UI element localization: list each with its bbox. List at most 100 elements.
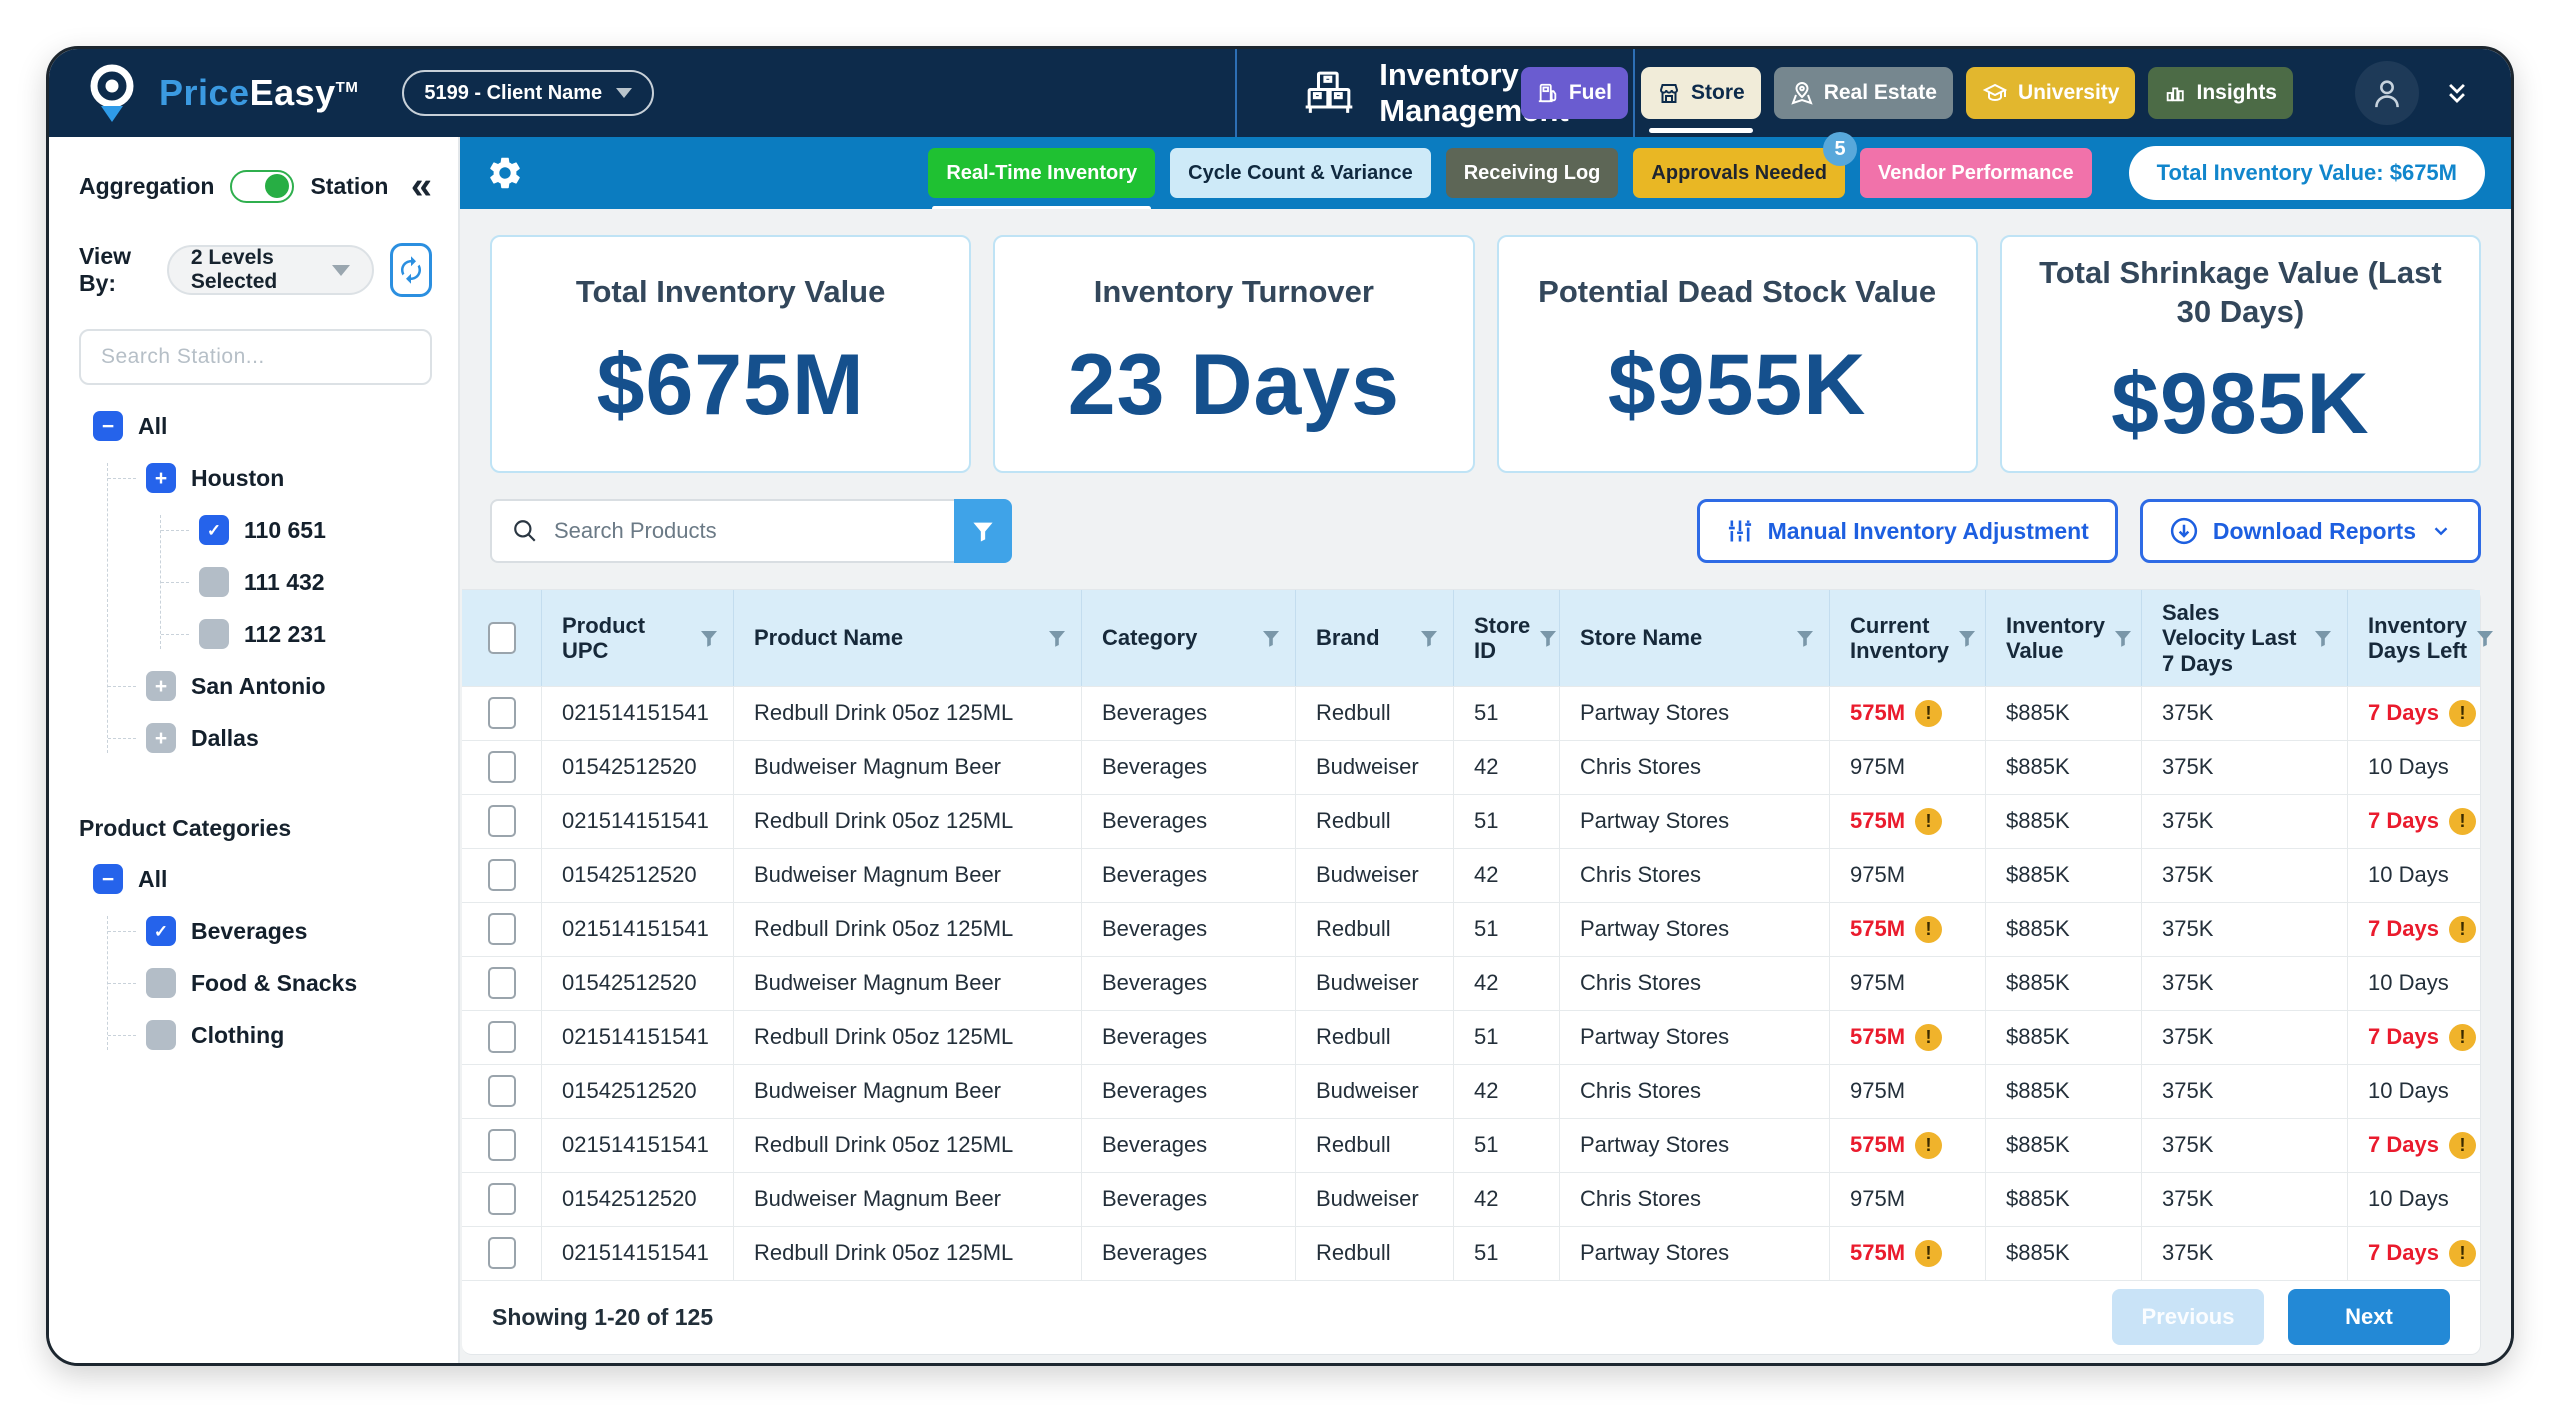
row-checkbox[interactable] bbox=[487, 751, 516, 784]
product-upc-cell: 01542512520 bbox=[542, 955, 734, 1010]
collapse-node-icon[interactable]: − bbox=[93, 411, 123, 441]
filter-icon[interactable] bbox=[1795, 628, 1815, 648]
tree-node-dallas[interactable]: + Dallas bbox=[108, 723, 432, 753]
module-store-button[interactable]: Store bbox=[1641, 67, 1761, 133]
checkbox-unchecked-icon[interactable] bbox=[199, 619, 229, 649]
module-label: Store bbox=[1691, 81, 1745, 104]
checkbox-unchecked-icon[interactable] bbox=[199, 567, 229, 597]
kpi-title: Total Shrinkage Value (Last 30 Days) bbox=[2039, 254, 2442, 329]
station-search-input[interactable] bbox=[79, 329, 432, 385]
checkbox-unchecked-icon[interactable] bbox=[146, 968, 176, 998]
checkbox-unchecked-icon[interactable] bbox=[146, 1020, 176, 1050]
collapse-node-icon[interactable]: − bbox=[93, 864, 123, 894]
filter-icon[interactable] bbox=[2113, 628, 2133, 648]
module-university-button[interactable]: University bbox=[1965, 67, 2136, 119]
row-checkbox[interactable] bbox=[487, 1075, 516, 1108]
filter-icon[interactable] bbox=[699, 628, 719, 648]
warning-icon: ! bbox=[1915, 1023, 1943, 1051]
next-page-button[interactable]: Next bbox=[2288, 1289, 2450, 1346]
download-reports-button[interactable]: Download Reports bbox=[2139, 499, 2481, 563]
brand-cell: Redbull bbox=[1296, 901, 1454, 956]
warning-icon: ! bbox=[1915, 915, 1943, 943]
tab-vendor-performance[interactable]: Vendor Performance bbox=[1860, 148, 2092, 198]
filter-icon[interactable] bbox=[1957, 628, 1977, 648]
filter-button[interactable] bbox=[954, 499, 1012, 563]
tree-node-all-stations[interactable]: − All bbox=[93, 411, 432, 441]
settings-button[interactable] bbox=[486, 154, 524, 192]
tab-cycle-count-variance[interactable]: Cycle Count & Variance bbox=[1170, 148, 1431, 198]
filter-icon[interactable] bbox=[1419, 628, 1439, 648]
previous-page-button[interactable]: Previous bbox=[2112, 1289, 2264, 1346]
tab-real-time-inventory[interactable]: Real-Time Inventory bbox=[928, 148, 1156, 211]
filter-icon[interactable] bbox=[2313, 628, 2333, 648]
aggregation-toggle[interactable] bbox=[230, 169, 295, 203]
row-checkbox[interactable] bbox=[487, 1021, 516, 1054]
tree-node-station[interactable]: ✓ 110 651 bbox=[161, 515, 432, 545]
filter-icon[interactable] bbox=[2475, 628, 2495, 648]
funnel-icon bbox=[971, 519, 995, 543]
module-insights-button[interactable]: Insights bbox=[2148, 67, 2293, 119]
store-id-cell: 51 bbox=[1454, 793, 1560, 848]
tab-receiving-log[interactable]: Receiving Log bbox=[1445, 148, 1619, 198]
search-products-input[interactable] bbox=[554, 518, 934, 544]
current-inventory-cell: 975M bbox=[1830, 1171, 1986, 1226]
brand-cell: Budweiser bbox=[1296, 1063, 1454, 1118]
row-checkbox[interactable] bbox=[487, 805, 516, 838]
product-name-cell: Redbull Drink 05oz 125ML bbox=[734, 901, 1082, 956]
filter-icon[interactable] bbox=[1047, 628, 1067, 648]
module-fuel-button[interactable]: Fuel bbox=[1520, 67, 1629, 119]
store-id-cell: 42 bbox=[1454, 1063, 1560, 1118]
table-row: 021514151541 Redbull Drink 05oz 125ML Be… bbox=[462, 1225, 2480, 1280]
row-checkbox[interactable] bbox=[487, 1183, 516, 1216]
sales-velocity-cell: 375K bbox=[2142, 793, 2348, 848]
row-checkbox[interactable] bbox=[487, 859, 516, 892]
kpi-title: Potential Dead Stock Value bbox=[1538, 274, 1937, 310]
tree-node-houston[interactable]: + Houston bbox=[108, 463, 432, 493]
tree-node-food-snacks[interactable]: Food & Snacks bbox=[108, 968, 432, 998]
tree-label: Houston bbox=[191, 464, 285, 491]
row-checkbox[interactable] bbox=[487, 1129, 516, 1162]
column-header-inventory-days-left: Inventory Days Left bbox=[2348, 590, 2509, 686]
tree-node-clothing[interactable]: Clothing bbox=[108, 1020, 432, 1050]
collapse-sidebar-icon[interactable]: « bbox=[410, 165, 432, 207]
manual-inventory-adjustment-button[interactable]: Manual Inventory Adjustment bbox=[1696, 499, 2118, 563]
store-id-cell: 51 bbox=[1454, 685, 1560, 740]
sales-velocity-cell: 375K bbox=[2142, 1009, 2348, 1064]
tree-node-beverages[interactable]: ✓ Beverages bbox=[108, 916, 432, 946]
module-real-estate-button[interactable]: Real Estate bbox=[1773, 67, 1953, 119]
expand-node-icon[interactable]: + bbox=[146, 723, 176, 753]
double-chevron-down-icon[interactable] bbox=[2443, 78, 2471, 108]
store-icon bbox=[1657, 81, 1681, 105]
row-checkbox[interactable] bbox=[487, 1237, 516, 1270]
row-checkbox[interactable] bbox=[487, 697, 516, 730]
view-by-select[interactable]: 2 Levels Selected bbox=[166, 245, 374, 295]
tree-node-san-antonio[interactable]: + San Antonio bbox=[108, 671, 432, 701]
tree-node-station[interactable]: 112 231 bbox=[161, 619, 432, 649]
total-inventory-value-pill[interactable]: Total Inventory Value: $675M bbox=[2128, 146, 2485, 200]
client-selector[interactable]: 5199 - Client Name bbox=[402, 70, 655, 116]
tree-node-all-categories[interactable]: − All bbox=[93, 864, 432, 894]
inventory-days-left-cell: 7 Days! bbox=[2348, 901, 2480, 956]
warning-icon: ! bbox=[2448, 807, 2476, 835]
checkbox-checked-icon[interactable]: ✓ bbox=[146, 916, 176, 946]
expand-node-icon[interactable]: + bbox=[146, 463, 176, 493]
product-upc-cell: 021514151541 bbox=[542, 1117, 734, 1172]
kpi-row: Total Inventory Value $675M Inventory Tu… bbox=[462, 209, 2511, 473]
kpi-value: $955K bbox=[1607, 336, 1867, 433]
filter-icon[interactable] bbox=[1538, 628, 1558, 648]
row-checkbox[interactable] bbox=[487, 913, 516, 946]
tree-label: All bbox=[138, 865, 168, 892]
tree-node-station[interactable]: 111 432 bbox=[161, 567, 432, 597]
expand-node-icon[interactable]: + bbox=[146, 671, 176, 701]
button-label: Manual Inventory Adjustment bbox=[1767, 517, 2089, 544]
filter-icon[interactable] bbox=[1261, 628, 1281, 648]
row-checkbox[interactable] bbox=[487, 967, 516, 1000]
store-id-cell: 42 bbox=[1454, 1171, 1560, 1226]
tab-approvals-needed[interactable]: Approvals Needed 5 bbox=[1633, 132, 1858, 198]
product-upc-cell: 01542512520 bbox=[542, 847, 734, 902]
user-avatar[interactable] bbox=[2355, 61, 2419, 125]
refresh-button[interactable] bbox=[389, 243, 432, 297]
checkbox-checked-icon[interactable]: ✓ bbox=[199, 515, 229, 545]
current-inventory-cell: 575M! bbox=[1830, 793, 1986, 848]
select-all-checkbox[interactable] bbox=[487, 621, 516, 654]
